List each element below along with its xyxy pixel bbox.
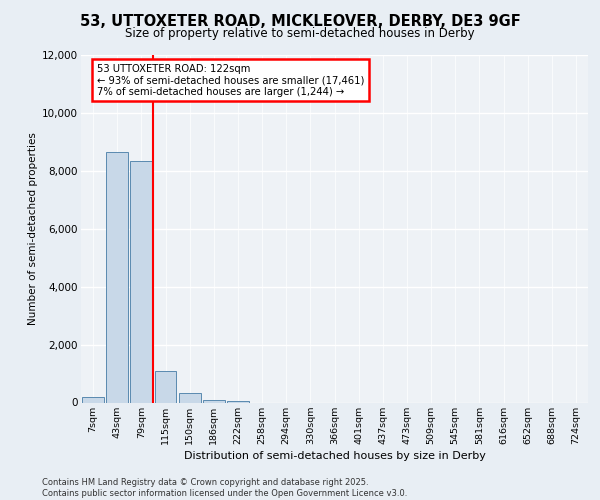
Bar [227,401,249,402]
Text: 53 UTTOXETER ROAD: 122sqm
← 93% of semi-detached houses are smaller (17,461)
7% : 53 UTTOXETER ROAD: 122sqm ← 93% of semi-… [97,64,364,97]
X-axis label: Distribution of semi-detached houses by size in Derby: Distribution of semi-detached houses by … [184,450,485,460]
Y-axis label: Number of semi-detached properties: Number of semi-detached properties [28,132,38,325]
Text: 53, UTTOXETER ROAD, MICKLEOVER, DERBY, DE3 9GF: 53, UTTOXETER ROAD, MICKLEOVER, DERBY, D… [80,14,520,29]
Bar [82,396,104,402]
Bar [106,152,128,403]
Text: Size of property relative to semi-detached houses in Derby: Size of property relative to semi-detach… [125,28,475,40]
Text: Contains HM Land Registry data © Crown copyright and database right 2025.
Contai: Contains HM Land Registry data © Crown c… [42,478,407,498]
Bar [155,370,176,402]
Bar [179,393,200,402]
Bar [130,160,152,402]
Bar [203,400,224,402]
